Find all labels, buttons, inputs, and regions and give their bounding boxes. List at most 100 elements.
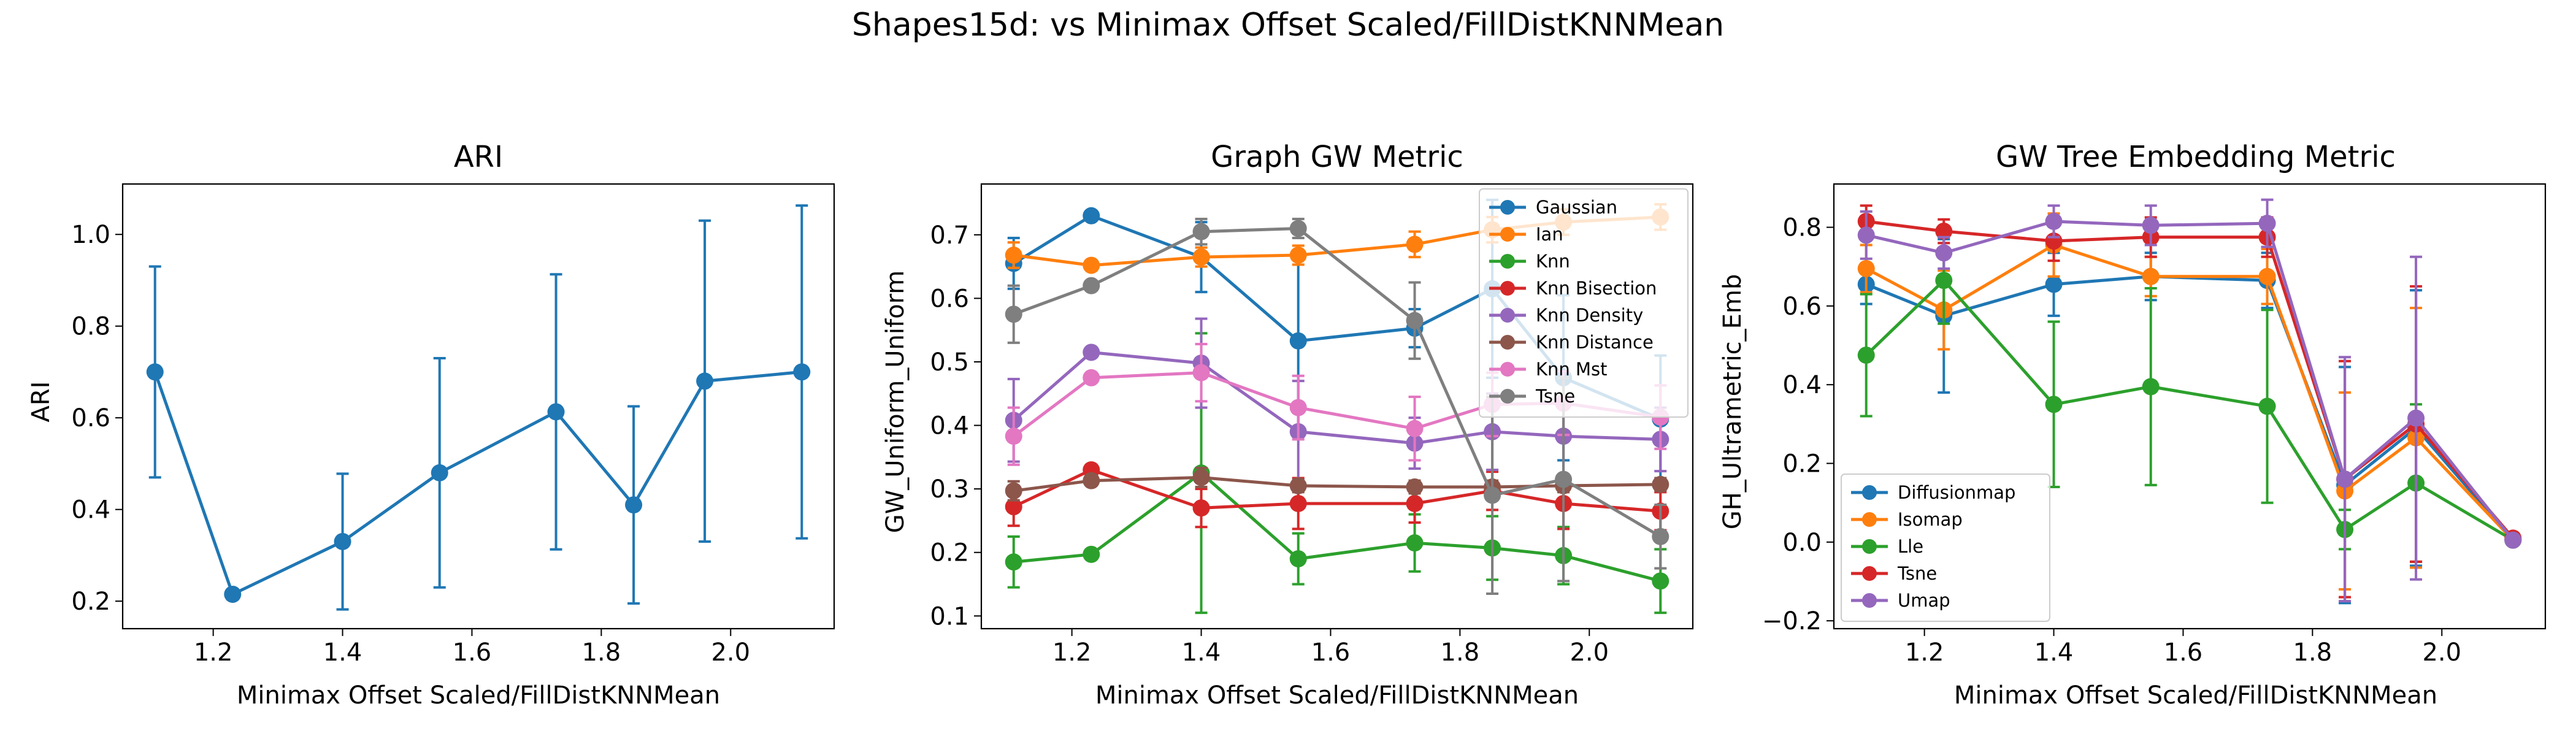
series-line — [153, 370, 802, 596]
series-line — [1013, 227, 1662, 538]
graph-gw-ytick-label: 0.2 — [930, 539, 969, 567]
legend-swatch-marker — [1500, 254, 1515, 269]
data-point — [1083, 277, 1100, 294]
ari-ytick-label: 0.6 — [71, 404, 110, 432]
data-point — [2258, 215, 2276, 232]
gw-tree-series-umap — [1857, 198, 2522, 603]
data-point — [2142, 217, 2160, 234]
data-point — [1083, 343, 1100, 361]
data-point — [1406, 312, 1424, 329]
graph-gw-xtick-label: 1.2 — [1052, 638, 1092, 667]
data-point — [1289, 332, 1307, 350]
panel-graph-gw-title: Graph GW Metric — [1211, 140, 1463, 174]
ari-ytick-label: 0.4 — [71, 496, 110, 524]
gw-tree-xtick-label: 1.2 — [1905, 638, 1944, 667]
gw-tree-xtick-label: 2.0 — [2422, 638, 2461, 667]
legend-label: Tsne — [1897, 563, 1937, 584]
gw-tree-ytick-label: 0.6 — [1782, 293, 1822, 321]
panel-gw-tree-xlabel: Minimax Offset Scaled/FillDistKNNMean — [1954, 681, 2437, 710]
data-point — [2258, 397, 2276, 415]
series-line — [1865, 278, 2514, 542]
panel-ari-plot: 1.2 1.4 1.6 1.8 2.0 0.2 0.4 0.6 0.8 1.0 — [71, 183, 835, 667]
gw-tree-xtick-label: 1.6 — [2164, 638, 2203, 667]
gw-tree-series-lle — [1857, 236, 2522, 563]
panel-ari-title: ARI — [454, 140, 503, 174]
data-point — [1005, 305, 1022, 323]
legend-label: Knn Density — [1536, 305, 1643, 326]
graph-gw-ytick-label: 0.6 — [930, 285, 969, 313]
panel-gw-tree-title: GW Tree Embedding Metric — [1996, 140, 2396, 174]
legend-label: Lle — [1898, 536, 1923, 557]
legend-swatch-marker — [1862, 593, 1877, 608]
data-point — [2336, 470, 2354, 488]
legend-label: Diffusionmap — [1898, 482, 2015, 503]
data-point — [1652, 475, 1669, 493]
graph-gw-xtick-label: 1.4 — [1182, 638, 1221, 667]
data-point — [793, 363, 811, 381]
data-point — [1652, 572, 1669, 590]
legend-swatch-marker — [1500, 389, 1515, 404]
ari-xtick-label: 1.8 — [582, 638, 621, 667]
data-point — [1555, 470, 1573, 488]
gw-tree-axes-frame — [1833, 183, 2547, 630]
data-point — [1484, 486, 1501, 504]
ari-axes-frame — [121, 183, 835, 630]
gw-tree-xtick-label: 1.8 — [2293, 638, 2333, 667]
legend-label: Knn Mst — [1536, 359, 1608, 380]
legend-label: Knn Distance — [1536, 332, 1654, 353]
ari-xtick-label: 1.2 — [194, 638, 233, 667]
ari-ytick-label: 0.8 — [71, 313, 110, 341]
graph-gw-ytick-label: 0.4 — [930, 412, 969, 440]
data-point — [1857, 347, 1875, 364]
data-point — [146, 363, 164, 381]
legend-swatch-marker — [1500, 227, 1515, 242]
data-point — [1406, 236, 1424, 253]
data-point — [1289, 399, 1307, 416]
data-point — [1289, 247, 1307, 264]
series-line — [1866, 220, 2515, 542]
data-point — [1083, 472, 1100, 489]
data-point — [1406, 494, 1424, 512]
legend-label: Gaussian — [1536, 197, 1617, 218]
legend-label: Knn Bisection — [1536, 278, 1657, 299]
data-point — [2142, 267, 2160, 285]
graph-gw-series-knn-bisection — [1005, 461, 1669, 532]
panel-gw-tree: GW Tree Embedding Metric Minimax Offset … — [1719, 140, 2547, 710]
data-point — [2504, 531, 2522, 549]
legend-label: Isomap — [1898, 509, 1963, 530]
graph-gw-series-knn-mst — [1005, 343, 1669, 466]
gw-tree-ytick-label: −0.2 — [1762, 607, 1822, 635]
data-point — [1005, 247, 1022, 264]
series-line — [1866, 220, 2515, 540]
data-point — [1192, 364, 1210, 381]
data-point — [1005, 427, 1022, 445]
data-point — [224, 585, 242, 603]
panel-graph-gw-plot: 1.2 1.4 1.6 1.8 2.0 0.1 0.2 0.3 0.4 0.5 0.6 0.7 Gaus… — [930, 183, 1694, 667]
gw-tree-xtick-label: 1.4 — [2034, 638, 2074, 667]
data-point — [1192, 223, 1210, 240]
data-point — [2407, 409, 2425, 427]
data-point — [1289, 220, 1307, 237]
legend-label: Ian — [1536, 224, 1563, 245]
data-point — [696, 372, 714, 390]
data-point — [1289, 477, 1307, 494]
ari-series-ari — [146, 204, 811, 611]
data-point — [1935, 222, 1953, 240]
ari-ytick-label: 0.2 — [71, 588, 110, 616]
legend-swatch-marker — [1500, 335, 1515, 350]
data-point — [1083, 545, 1100, 563]
gw-tree-ytick-label: 0.0 — [1782, 529, 1822, 557]
gw-tree-ytick-label: 0.4 — [1782, 371, 1822, 399]
data-point — [1935, 272, 1953, 289]
data-point — [1406, 420, 1424, 437]
panel-graph-gw-ylabel: GW_Uniform_Uniform — [881, 270, 910, 534]
graph-gw-ytick-label: 0.3 — [930, 475, 969, 504]
data-point — [547, 403, 565, 421]
gw-tree-ytick-label: 0.2 — [1782, 450, 1822, 478]
graph-gw-ytick-label: 0.5 — [930, 348, 969, 377]
panel-graph-gw: Graph GW Metric Minimax Offset Scaled/Fi… — [881, 140, 1694, 710]
data-point — [1406, 478, 1424, 496]
ari-xtick-label: 2.0 — [711, 638, 750, 667]
figure-title: Shapes15d: vs Minimax Offset Scaled/Fill… — [852, 7, 1724, 44]
graph-gw-axes-frame — [980, 183, 1694, 630]
